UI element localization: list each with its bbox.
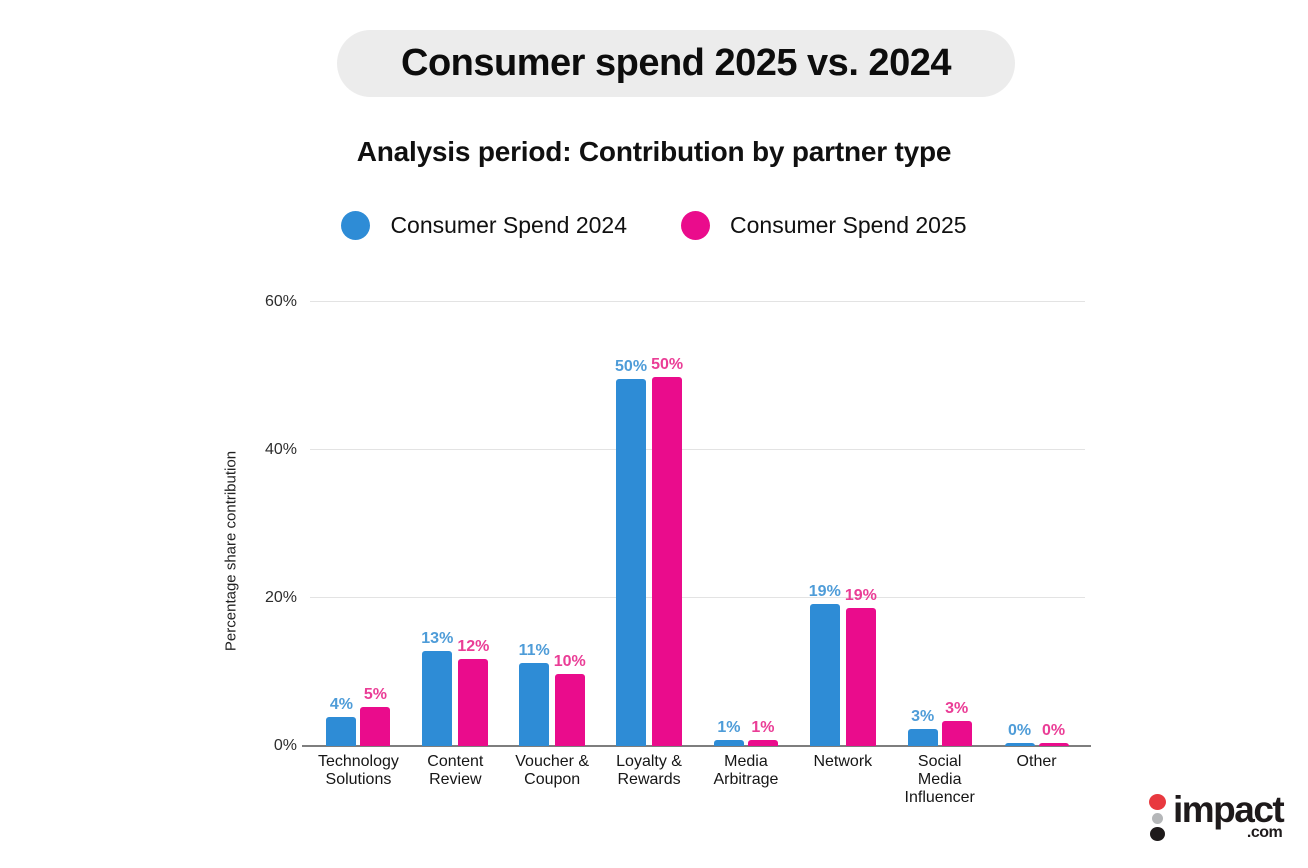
value-label-consumer-spend-2024-technology-solutions: 4% [329,696,353,714]
bar-wrap-consumer-spend-2024-voucher-coupon: 11% [519,642,550,746]
value-label-consumer-spend-2025-loyalty-rewards: 50% [651,355,684,373]
gridline-60 [310,301,1085,302]
value-label-consumer-spend-2025-voucher-coupon: 10% [553,653,586,671]
category-label-network: Network [813,753,873,770]
bar-wrap-consumer-spend-2024-loyalty-rewards: 50% [615,358,647,746]
bar-group-other: 0% 0% Other [988,302,1085,770]
value-label-consumer-spend-2024-social-media-influencer: 3% [911,707,935,725]
bar-wrap-consumer-spend-2024-technology-solutions: 4% [326,696,357,746]
bar-consumer-spend-2024-loyalty-rewards [616,378,647,746]
bar-consumer-spend-2024-social-media-influencer [907,728,938,746]
impact-com-logo: impact .com [1149,789,1285,841]
bar-consumer-spend-2025-media-arbitrage [747,740,778,746]
bar-groups: 4% 5% Technology Solutions 13% 12% Content Re… [310,302,1085,806]
bar-wrap-consumer-spend-2025-loyalty-rewards: 50% [651,356,683,746]
y-tick-40: 40% [264,441,297,459]
bar-wrap-consumer-spend-2024-social-media-influencer: 3% [907,707,938,746]
bar-chart-plot-area: Percentage share contribution 0% 20% 40% 60… [223,293,1091,806]
logo-suffix: .com [1246,824,1283,841]
page-title: Consumer spend 2025 vs. 2024 [401,42,951,84]
category-label-voucher-coupon: Voucher & Coupon [515,753,590,788]
bar-consumer-spend-2025-network [845,608,876,746]
category-label-technology-solutions: Technology Solutions [317,753,399,788]
bar-group-media-arbitrage: 1% 1% Media Arbitrage [698,302,795,788]
value-label-consumer-spend-2024-media-arbitrage: 1% [717,719,741,737]
bar-consumer-spend-2024-voucher-coupon [519,663,550,746]
bar-wrap-consumer-spend-2025-voucher-coupon: 10% [554,653,586,746]
y-axis-title: Percentage share contribution [222,450,240,651]
value-label-consumer-spend-2025-media-arbitrage: 1% [751,719,775,737]
bar-group-voucher-coupon: 11% 10% Voucher & Coupon [504,302,601,788]
value-label-consumer-spend-2025-technology-solutions: 5% [363,685,387,703]
bar-consumer-spend-2025-social-media-influencer [941,720,972,746]
value-label-consumer-spend-2025-network: 19% [844,587,877,605]
bar-wrap-consumer-spend-2024-media-arbitrage: 1% [713,719,744,746]
bar-group-loyalty-rewards: 50% 50% Loyalty & Rewards [601,302,698,788]
bar-wrap-consumer-spend-2024-network: 19% [809,583,841,746]
legend-label-2025: Consumer Spend 2025 [730,212,967,238]
bar-wrap-consumer-spend-2024-other: 0% [1004,722,1035,746]
logo-dots-icon [1149,791,1166,841]
y-tick-60: 60% [264,293,297,310]
gridline-40 [310,449,1085,451]
logo-grey-dot-icon [1152,813,1163,824]
value-label-consumer-spend-2024-other: 0% [1008,722,1032,740]
bar-consumer-spend-2024-other [1004,743,1035,746]
legend-item-2024: Consumer Spend 2024 [341,211,627,240]
bar-consumer-spend-2024-media-arbitrage [713,740,744,746]
category-label-social-media-influencer: Social Media Influencer [904,753,975,806]
bar-consumer-spend-2025-loyalty-rewards [652,376,683,746]
bar-wrap-consumer-spend-2025-social-media-influencer: 3% [941,699,972,746]
bar-wrap-consumer-spend-2025-network: 19% [845,587,877,746]
gridline-20 [310,597,1085,599]
y-tick-0: 0% [273,737,297,754]
value-label-consumer-spend-2024-network: 19% [808,582,841,600]
bar-group-network: 19% 19% Network [794,302,891,770]
bar-wrap-consumer-spend-2025-content-review: 12% [457,638,489,746]
bar-consumer-spend-2025-technology-solutions [360,706,391,746]
category-label-content-review: Content Review [427,753,484,788]
chart-legend: Consumer Spend 2024 Consumer Spend 2025 [0,211,1308,240]
y-tick-20: 20% [264,589,297,607]
x-axis-line [302,745,1091,747]
bar-consumer-spend-2025-other [1038,742,1069,746]
bar-wrap-consumer-spend-2024-content-review: 13% [421,630,453,746]
value-label-consumer-spend-2025-other: 0% [1042,721,1066,739]
value-label-consumer-spend-2024-voucher-coupon: 11% [518,642,550,660]
logo-wordmark: impact .com [1173,789,1285,841]
logo-black-dot-icon [1150,827,1165,841]
legend-dot-2024-icon [341,211,371,240]
bar-wrap-consumer-spend-2025-other: 0% [1038,721,1069,746]
category-label-other: Other [1016,753,1057,770]
bar-group-content-review: 13% 12% Content Review [407,302,504,788]
legend-dot-2025-icon [681,211,710,240]
value-label-consumer-spend-2025-social-media-influencer: 3% [945,699,969,717]
legend-label-2024: Consumer Spend 2024 [390,212,627,238]
bar-group-technology-solutions: 4% 5% Technology Solutions [310,302,407,788]
bar-consumer-spend-2024-network [809,603,840,746]
bar-wrap-consumer-spend-2025-technology-solutions: 5% [360,685,391,746]
bar-consumer-spend-2024-content-review [422,650,453,746]
title-pill: Consumer spend 2025 vs. 2024 [337,30,1015,97]
bar-wrap-consumer-spend-2025-media-arbitrage: 1% [747,719,778,746]
bar-consumer-spend-2025-content-review [458,659,489,746]
bar-consumer-spend-2025-voucher-coupon [554,674,585,746]
legend-item-2025: Consumer Spend 2025 [681,211,967,240]
category-label-loyalty-rewards: Loyalty & Rewards [616,753,682,788]
chart-subtitle: Analysis period: Contribution by partner… [356,136,952,167]
category-label-media-arbitrage: Media Arbitrage [713,753,779,788]
value-label-consumer-spend-2024-content-review: 13% [421,629,454,647]
logo-text: impact [1173,789,1285,830]
bar-consumer-spend-2024-technology-solutions [326,717,357,746]
value-label-consumer-spend-2025-content-review: 12% [457,638,490,656]
value-label-consumer-spend-2024-loyalty-rewards: 50% [615,357,648,375]
logo-red-dot-icon [1149,794,1166,810]
bar-group-social-media-influencer: 3% 3% Social Media Influencer [891,302,988,806]
